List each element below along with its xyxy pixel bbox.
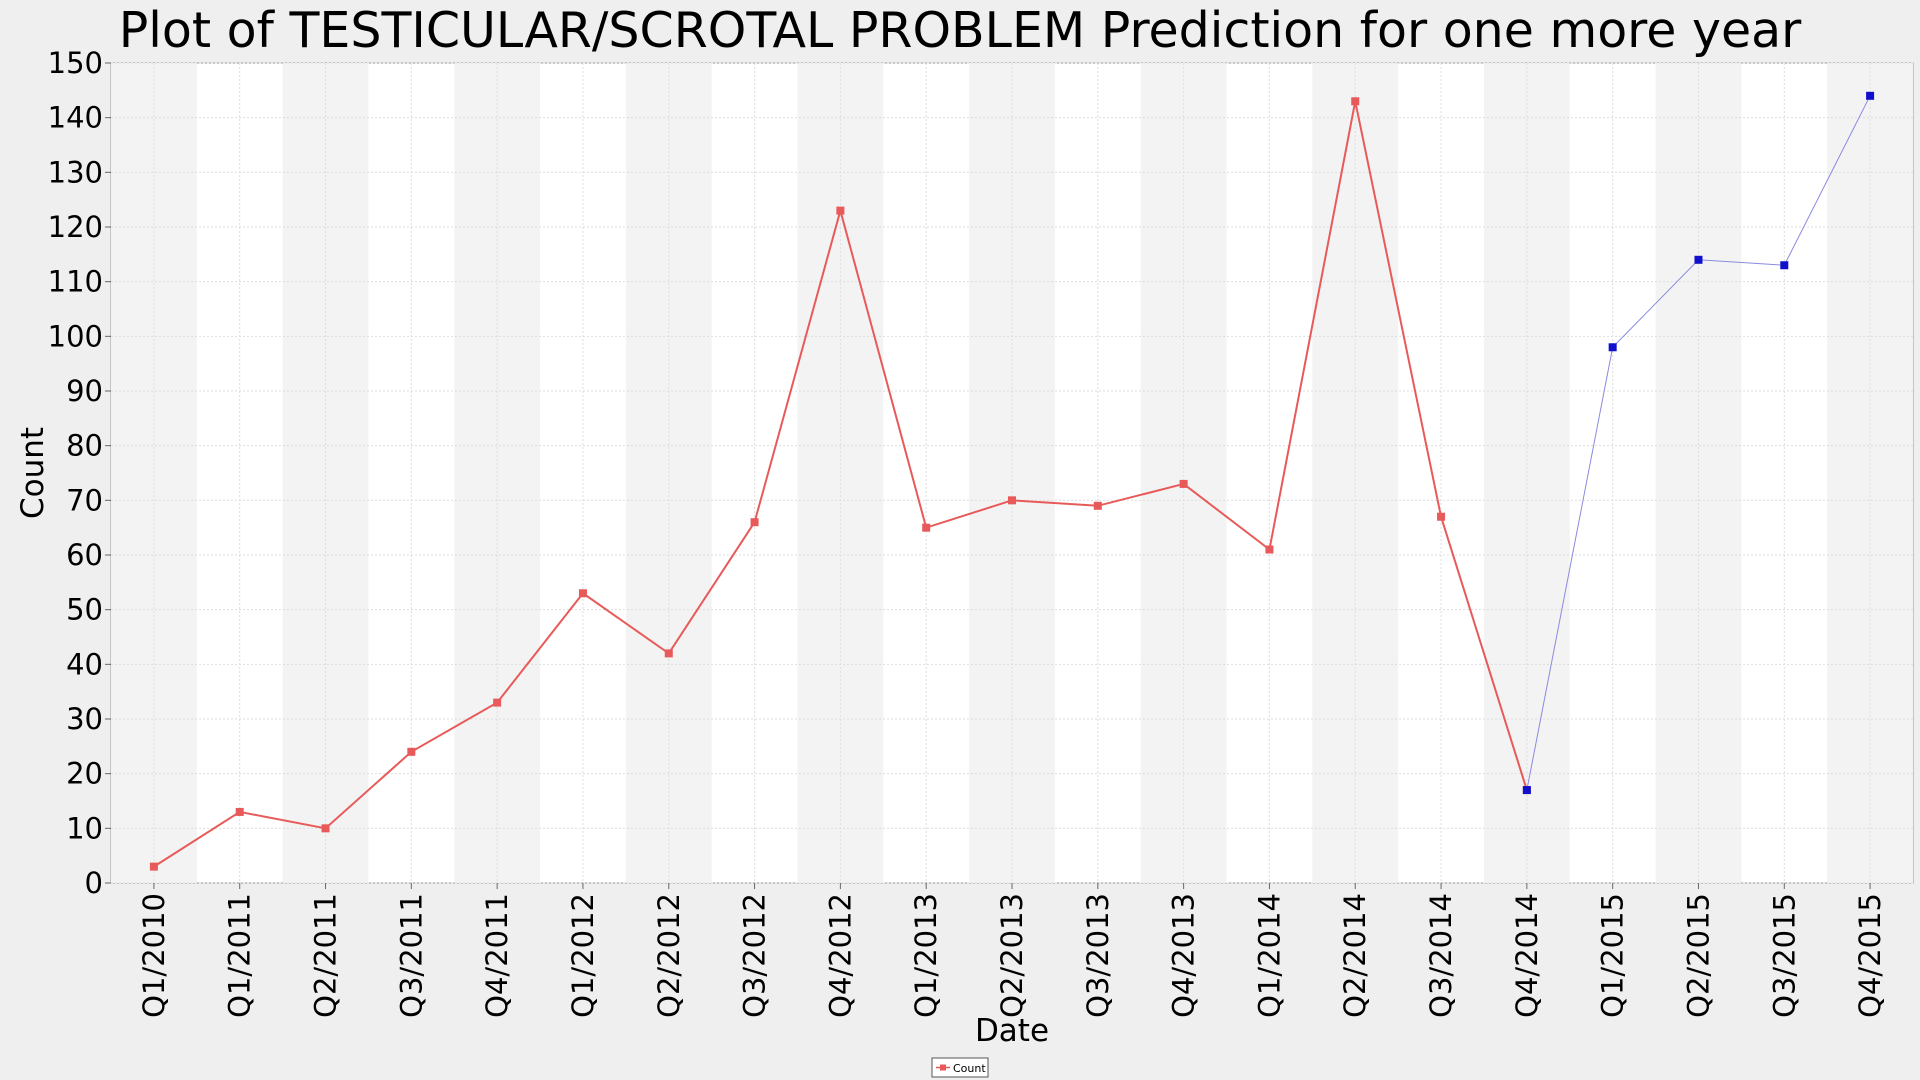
x-tick-label: Q2/2014: [1338, 893, 1372, 1018]
data-point: [1265, 545, 1274, 554]
data-point: [1437, 512, 1446, 521]
y-tick-label: 40: [66, 647, 103, 681]
x-axis-ticks: Q1/2010 Q1/2011 Q2/2011 Q3/2011 Q4/2011 Q1/20…: [137, 883, 1887, 1018]
series-layer: [149, 91, 1875, 871]
y-tick-label: 140: [48, 101, 103, 135]
y-tick-label: 100: [48, 319, 103, 353]
y-tick-label: 50: [66, 593, 103, 627]
y-tick-label: 150: [48, 46, 103, 80]
x-tick-label: Q1/2014: [1252, 893, 1286, 1018]
data-point: [836, 206, 845, 215]
x-tick-label: Q2/2012: [652, 893, 686, 1018]
data-point: [1780, 261, 1789, 270]
x-tick-label: Q3/2013: [1081, 893, 1115, 1018]
y-tick-label: 30: [66, 702, 103, 736]
data-point: [1179, 479, 1188, 488]
x-tick-label: Q3/2015: [1767, 893, 1801, 1018]
x-tick-label: Q1/2011: [223, 893, 257, 1018]
data-point: [1608, 343, 1617, 352]
y-axis-label: Count: [15, 427, 51, 519]
data-point: [1008, 496, 1016, 505]
x-tick-label: Q4/2014: [1510, 893, 1544, 1018]
x-tick-label: Q1/2013: [909, 893, 943, 1018]
x-tick-label: Q2/2015: [1681, 893, 1715, 1018]
chart-title: Plot of TESTICULAR/SCROTAL PROBLEM Predi…: [119, 2, 1802, 59]
y-tick-label: 90: [66, 374, 103, 408]
data-point: [1694, 255, 1703, 264]
x-tick-label: Q1/2015: [1596, 893, 1630, 1018]
data-point: [578, 589, 587, 598]
data-point: [149, 862, 158, 871]
data-point: [321, 824, 330, 833]
x-tick-label: Q1/2010: [137, 893, 171, 1018]
y-tick-label: 70: [66, 483, 103, 517]
x-tick-label: Q2/2011: [309, 893, 343, 1018]
y-tick-label: 130: [48, 155, 103, 189]
data-point: [407, 747, 416, 756]
data-point: [235, 807, 244, 816]
x-tick-label: Q3/2012: [738, 893, 772, 1018]
x-tick-label: Q1/2012: [566, 893, 600, 1018]
data-point: [1866, 91, 1875, 100]
x-tick-label: Q4/2011: [480, 893, 514, 1018]
y-axis-ticks: 0 10 20 30 40 50 60 70 80 90 100 110 120 130 140 150: [48, 46, 111, 900]
y-tick-label: 0: [85, 866, 103, 900]
y-tick-label: 120: [48, 210, 103, 244]
legend: Count: [931, 1057, 989, 1078]
x-tick-label: Q3/2011: [394, 893, 428, 1018]
data-point: [922, 523, 931, 532]
y-tick-label: 60: [66, 538, 103, 572]
x-tick-label: Q4/2012: [823, 893, 857, 1018]
data-point: [493, 698, 502, 707]
data-point: [1522, 786, 1531, 795]
x-tick-label: Q4/2015: [1853, 893, 1887, 1018]
data-point: [750, 518, 759, 527]
x-tick-label: Q4/2013: [1167, 893, 1201, 1018]
data-point: [1351, 97, 1360, 106]
x-axis-label: Date: [975, 1013, 1049, 1049]
y-tick-label: 80: [66, 429, 103, 463]
x-tick-label: Q3/2014: [1424, 893, 1458, 1018]
legend-box: [931, 1057, 989, 1078]
legend-swatch-marker: [940, 1064, 946, 1071]
data-point: [1093, 501, 1102, 510]
data-point: [664, 649, 673, 658]
y-tick-label: 10: [66, 811, 103, 845]
x-tick-label: Q2/2013: [995, 893, 1029, 1018]
y-tick-label: 20: [66, 757, 103, 791]
legend-label: Count: [953, 1062, 986, 1075]
y-tick-label: 110: [48, 265, 103, 299]
